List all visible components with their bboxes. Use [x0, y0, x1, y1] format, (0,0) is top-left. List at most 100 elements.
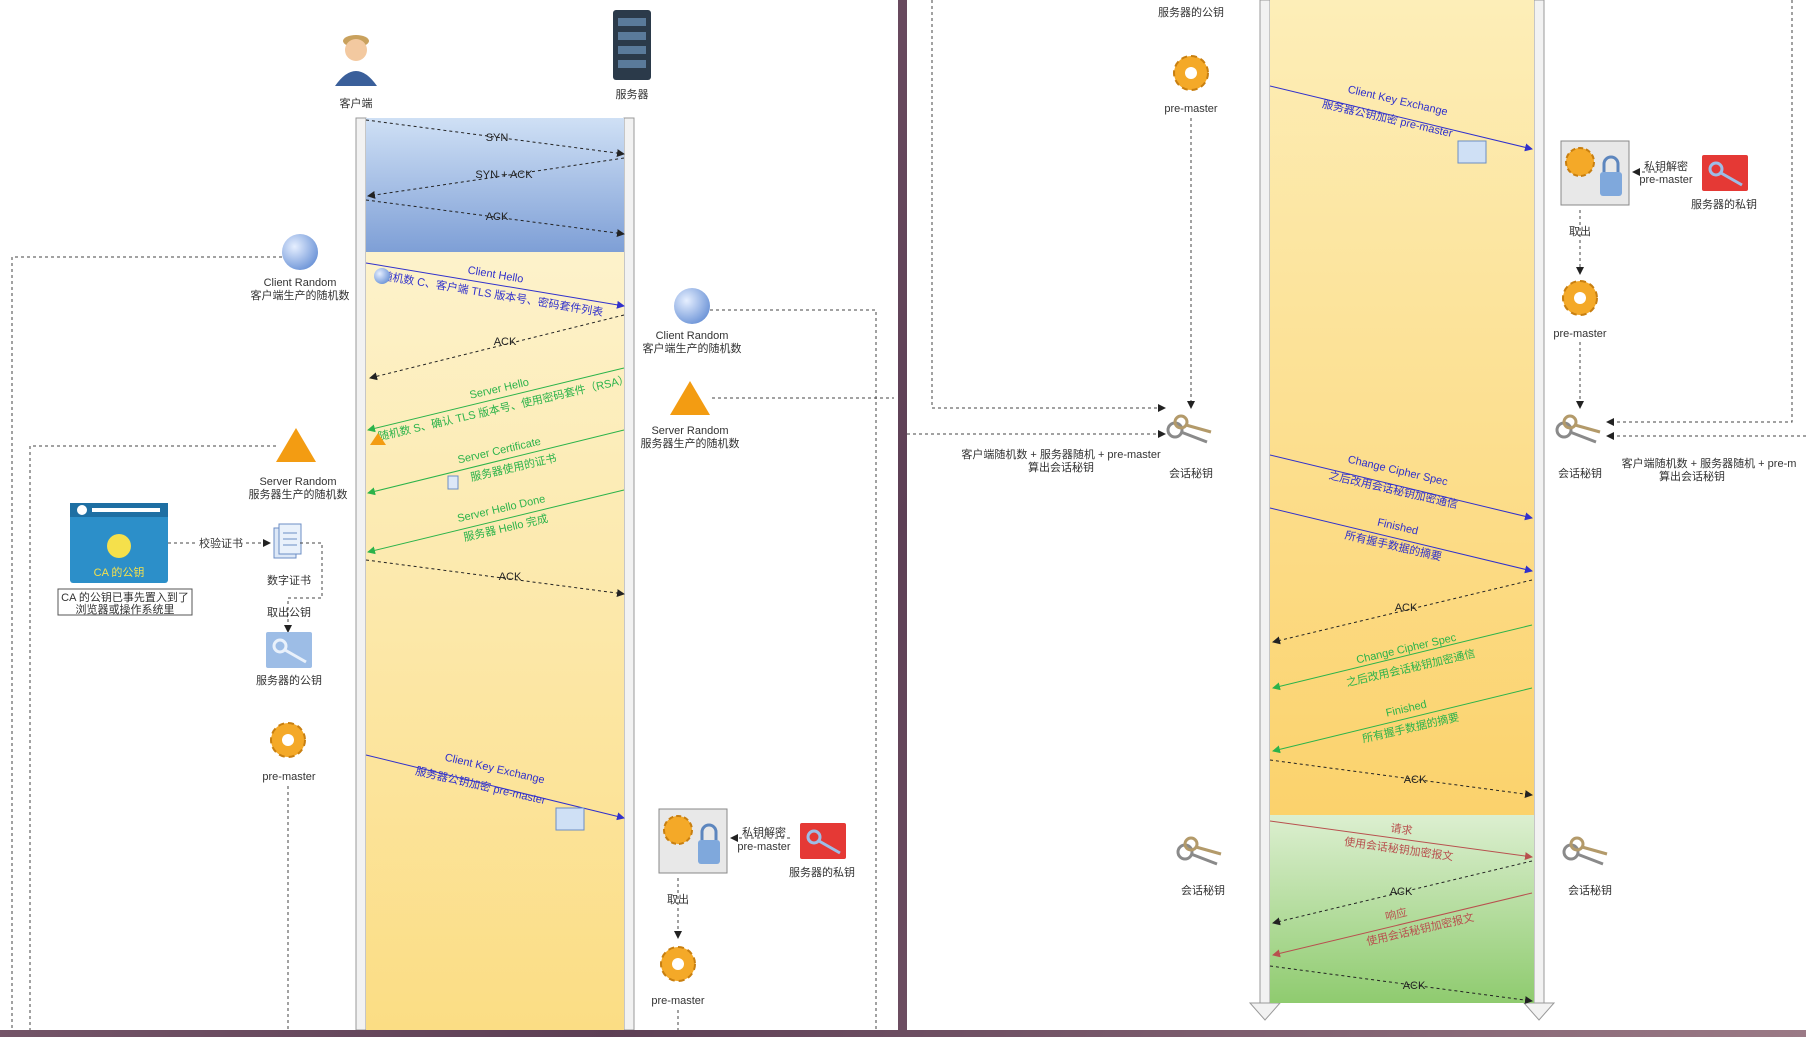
pre-master-server-label: pre-master [651, 995, 705, 1007]
data-session-key-server-label: 会话秘钥 [1568, 883, 1612, 897]
client-person-icon [335, 35, 377, 86]
pre-master-gear-icon [1173, 55, 1209, 91]
server-cert-arrow [367, 429, 625, 496]
ack1-label: ACK [494, 336, 517, 348]
pre-master-client-label: pre-master [262, 771, 316, 783]
certificate-small-icon [447, 475, 459, 490]
session-key-server-icon [1555, 414, 1601, 444]
finished-client-arrow [1269, 507, 1533, 574]
priv-decrypt-line-1: 私钥解密 [1644, 159, 1688, 173]
ack1-arrow [1272, 579, 1533, 645]
ack4-arrow [1269, 965, 1533, 1005]
server-pre-master-gear-icon [660, 946, 696, 982]
server-side-client-random-icon [674, 288, 710, 324]
ack2-label: ACK [499, 571, 522, 583]
server-random-small-icon [370, 433, 386, 445]
priv-decrypt-line-2: pre-master [737, 841, 791, 853]
data-session-key-server-icon [1562, 836, 1608, 866]
ack-arrow [365, 199, 625, 238]
ack2-arrow [365, 559, 625, 598]
ca-public-key-label: CA 的公钥 [94, 565, 145, 579]
tls-handshake-region [366, 252, 624, 1030]
encrypted-premaster-icon [1457, 140, 1487, 164]
server-client-random-connector [1606, 0, 1793, 426]
server-hello-done-arrow [367, 489, 625, 555]
server-hello-arrow [367, 367, 625, 433]
ccs-client-arrow [1269, 454, 1533, 521]
server-privkey-label: 服务器的私钥 [789, 865, 855, 879]
synack-arrow [367, 157, 625, 199]
ack1-label: ACK [1395, 602, 1418, 614]
ack2-arrow [1269, 759, 1533, 799]
client-random-desc: 客户端生产的随机数 [251, 288, 350, 302]
server-side-client-random-desc: 客户端生产的随机数 [643, 341, 742, 355]
take-pubkey-connector [284, 542, 323, 633]
session-key-client-label: 会话秘钥 [1169, 466, 1213, 480]
pre-master-client-label: pre-master [1164, 103, 1218, 115]
compute-server-line-1: 客户端随机数 + 服务器随机 + pre-m [1622, 456, 1797, 470]
client-label: 客户端 [340, 96, 373, 110]
right-diagram-panel: 服务器的公钥 pre-master Client Key Exchange 服务… [907, 0, 1806, 1030]
server-privkey-label: 服务器的私钥 [1691, 197, 1757, 211]
syn-arrow [365, 119, 625, 158]
server-random-desc: 服务器生产的随机数 [249, 487, 348, 501]
session-key-client-icon [1166, 414, 1212, 444]
client-random-title: Client Random [264, 277, 337, 289]
server-side-client-random-title: Client Random [656, 330, 729, 342]
ack1-arrow [369, 314, 625, 381]
client-lifeline [355, 117, 367, 1030]
server-random-title: Server Random [259, 476, 336, 488]
client-key-exchange-arrow [1269, 85, 1533, 152]
server-side-client-random-connector [710, 309, 877, 1030]
data-session-key-client-label: 会话秘钥 [1181, 883, 1225, 897]
ca-note-box [57, 588, 193, 616]
client-lifeline-end [1248, 1002, 1282, 1021]
decrypt-box-icon [658, 808, 728, 874]
decrypt-box-icon [1560, 140, 1630, 206]
ack3-label: ACK [1390, 886, 1413, 898]
client-random-sphere-icon [282, 234, 318, 270]
request-arrow [1269, 820, 1533, 861]
finished-server-arrow [1272, 687, 1533, 754]
server-pubkey-top-label: 服务器的公钥 [1158, 5, 1224, 19]
left-diagram-panel: 客户端 服务器 SYN SYN + ACK ACK Client Hello 随… [0, 0, 898, 1030]
ack4-label: ACK [1403, 980, 1426, 992]
server-pre-master-gear-icon [1562, 280, 1598, 316]
response-title: 响应 [1384, 905, 1409, 924]
synack-label: SYN + ACK [475, 169, 533, 181]
ca-note-line-2: 浏览器或操作系统里 [76, 602, 175, 616]
ack-label: ACK [486, 211, 509, 223]
tls-handshake-region [1270, 0, 1534, 815]
ack2-label: ACK [1404, 774, 1427, 786]
request-title: 请求 [1390, 822, 1414, 838]
tcp-handshake-region [366, 118, 624, 252]
ack3-arrow [1272, 860, 1533, 926]
digital-cert-label: 数字证书 [267, 573, 311, 587]
syn-label: SYN [486, 132, 509, 144]
server-side-server-random-desc: 服务器生产的随机数 [641, 436, 740, 450]
server-side-server-random-icon [670, 381, 710, 415]
client-random-connector [11, 256, 282, 1030]
server-lifeline [623, 117, 635, 1030]
server-label: 服务器 [616, 88, 649, 101]
server-private-key-icon [800, 823, 846, 859]
ccs-server-arrow [1272, 624, 1533, 691]
response-arrow [1272, 892, 1533, 958]
verify-cert-label-bg [196, 536, 246, 550]
priv-decrypt-line-1: 私钥解密 [742, 825, 786, 839]
server-side-server-random-title: Server Random [651, 425, 728, 437]
compute-client-line-1: 客户端随机数 + 服务器随机 + pre-master [961, 447, 1161, 461]
ca-note-line-1: CA 的公钥已事先置入到了 [61, 590, 189, 604]
take-pubkey-label: 取出公钥 [267, 605, 311, 619]
client-random-small-icon [374, 268, 390, 284]
ca-public-key-icon [70, 503, 168, 583]
server-pubkey-label: 服务器的公钥 [256, 673, 322, 687]
pre-master-server-label: pre-master [1553, 328, 1607, 340]
client-random-connector [931, 0, 1166, 412]
verify-cert-label: 校验证书 [199, 536, 243, 550]
server-rack-icon [613, 10, 651, 80]
digital-certificate-icon [273, 523, 302, 559]
server-private-key-icon [1702, 155, 1748, 191]
session-key-server-label: 会话秘钥 [1558, 466, 1602, 480]
server-random-triangle-icon [276, 428, 316, 462]
